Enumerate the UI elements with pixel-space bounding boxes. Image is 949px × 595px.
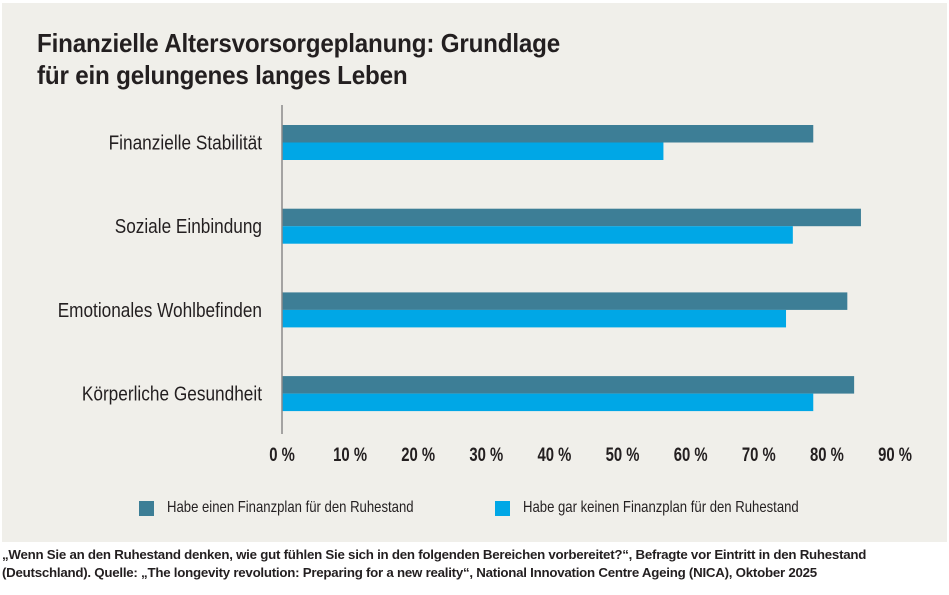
x-tick-label: 90 % — [878, 445, 912, 466]
legend-swatch-without-plan — [495, 500, 510, 516]
x-tick-label: 40 % — [538, 445, 572, 466]
x-tick-labels: 0 % 10 % 20 % 30 % 40 % 50 % 60 % 70 % 80 % 90 % — [269, 445, 912, 466]
x-tick-label: 50 % — [606, 445, 640, 466]
x-tick-label: 30 % — [469, 445, 503, 466]
x-tick-label: 20 % — [401, 445, 435, 466]
bar-with-plan — [282, 292, 848, 310]
bar-with-plan — [282, 208, 861, 227]
footnote: „Wenn Sie an den Ruhestand denken, wie g… — [2, 546, 947, 582]
footnote-line-2: (Deutschland). Quelle: „The longevity re… — [2, 565, 817, 580]
x-tick-label: 70 % — [742, 445, 776, 466]
chart-panel — [2, 3, 947, 542]
bar-without-plan — [282, 309, 787, 328]
x-tick-label: 80 % — [810, 445, 844, 466]
category-label: Finanzielle Stabilität — [109, 133, 263, 155]
x-tick-label: 10 % — [333, 445, 367, 466]
legend-item-without-plan: Habe gar keinen Finanzplan für den Ruhes… — [495, 499, 859, 517]
bar-without-plan — [282, 393, 814, 412]
legend-item-with-plan: Habe einen Finanzplan für den Ruhestand — [139, 499, 468, 517]
chart-title-line-2: für ein gelungenes langes Leben — [37, 60, 408, 90]
category-label: Körperliche Gesundheit — [82, 384, 263, 406]
x-tick-label: 60 % — [674, 445, 708, 466]
legend-label-with-plan: Habe einen Finanzplan für den Ruhestand — [167, 499, 414, 516]
bar-without-plan — [282, 142, 664, 160]
bar-without-plan — [282, 226, 793, 244]
chart-title: Finanzielle Altersvorsorgeplanung: Grund… — [37, 27, 560, 91]
category-label: Soziale Einbindung — [115, 216, 262, 238]
chart-title-line-1: Finanzielle Altersvorsorgeplanung: Grund… — [37, 28, 560, 58]
footnote-line-1: „Wenn Sie an den Ruhestand denken, wie g… — [2, 547, 867, 562]
category-label: Emotionales Wohlbefinden — [58, 300, 262, 322]
legend-swatch-with-plan — [139, 500, 154, 516]
category-labels: Finanzielle Stabilität Soziale Einbindung… — [58, 133, 263, 406]
bar-with-plan — [282, 125, 814, 143]
bar-with-plan — [282, 376, 855, 394]
bars-group — [282, 125, 861, 412]
x-tick-label: 0 % — [269, 445, 295, 466]
legend-label-without-plan: Habe gar keinen Finanzplan für den Ruhes… — [523, 499, 799, 516]
